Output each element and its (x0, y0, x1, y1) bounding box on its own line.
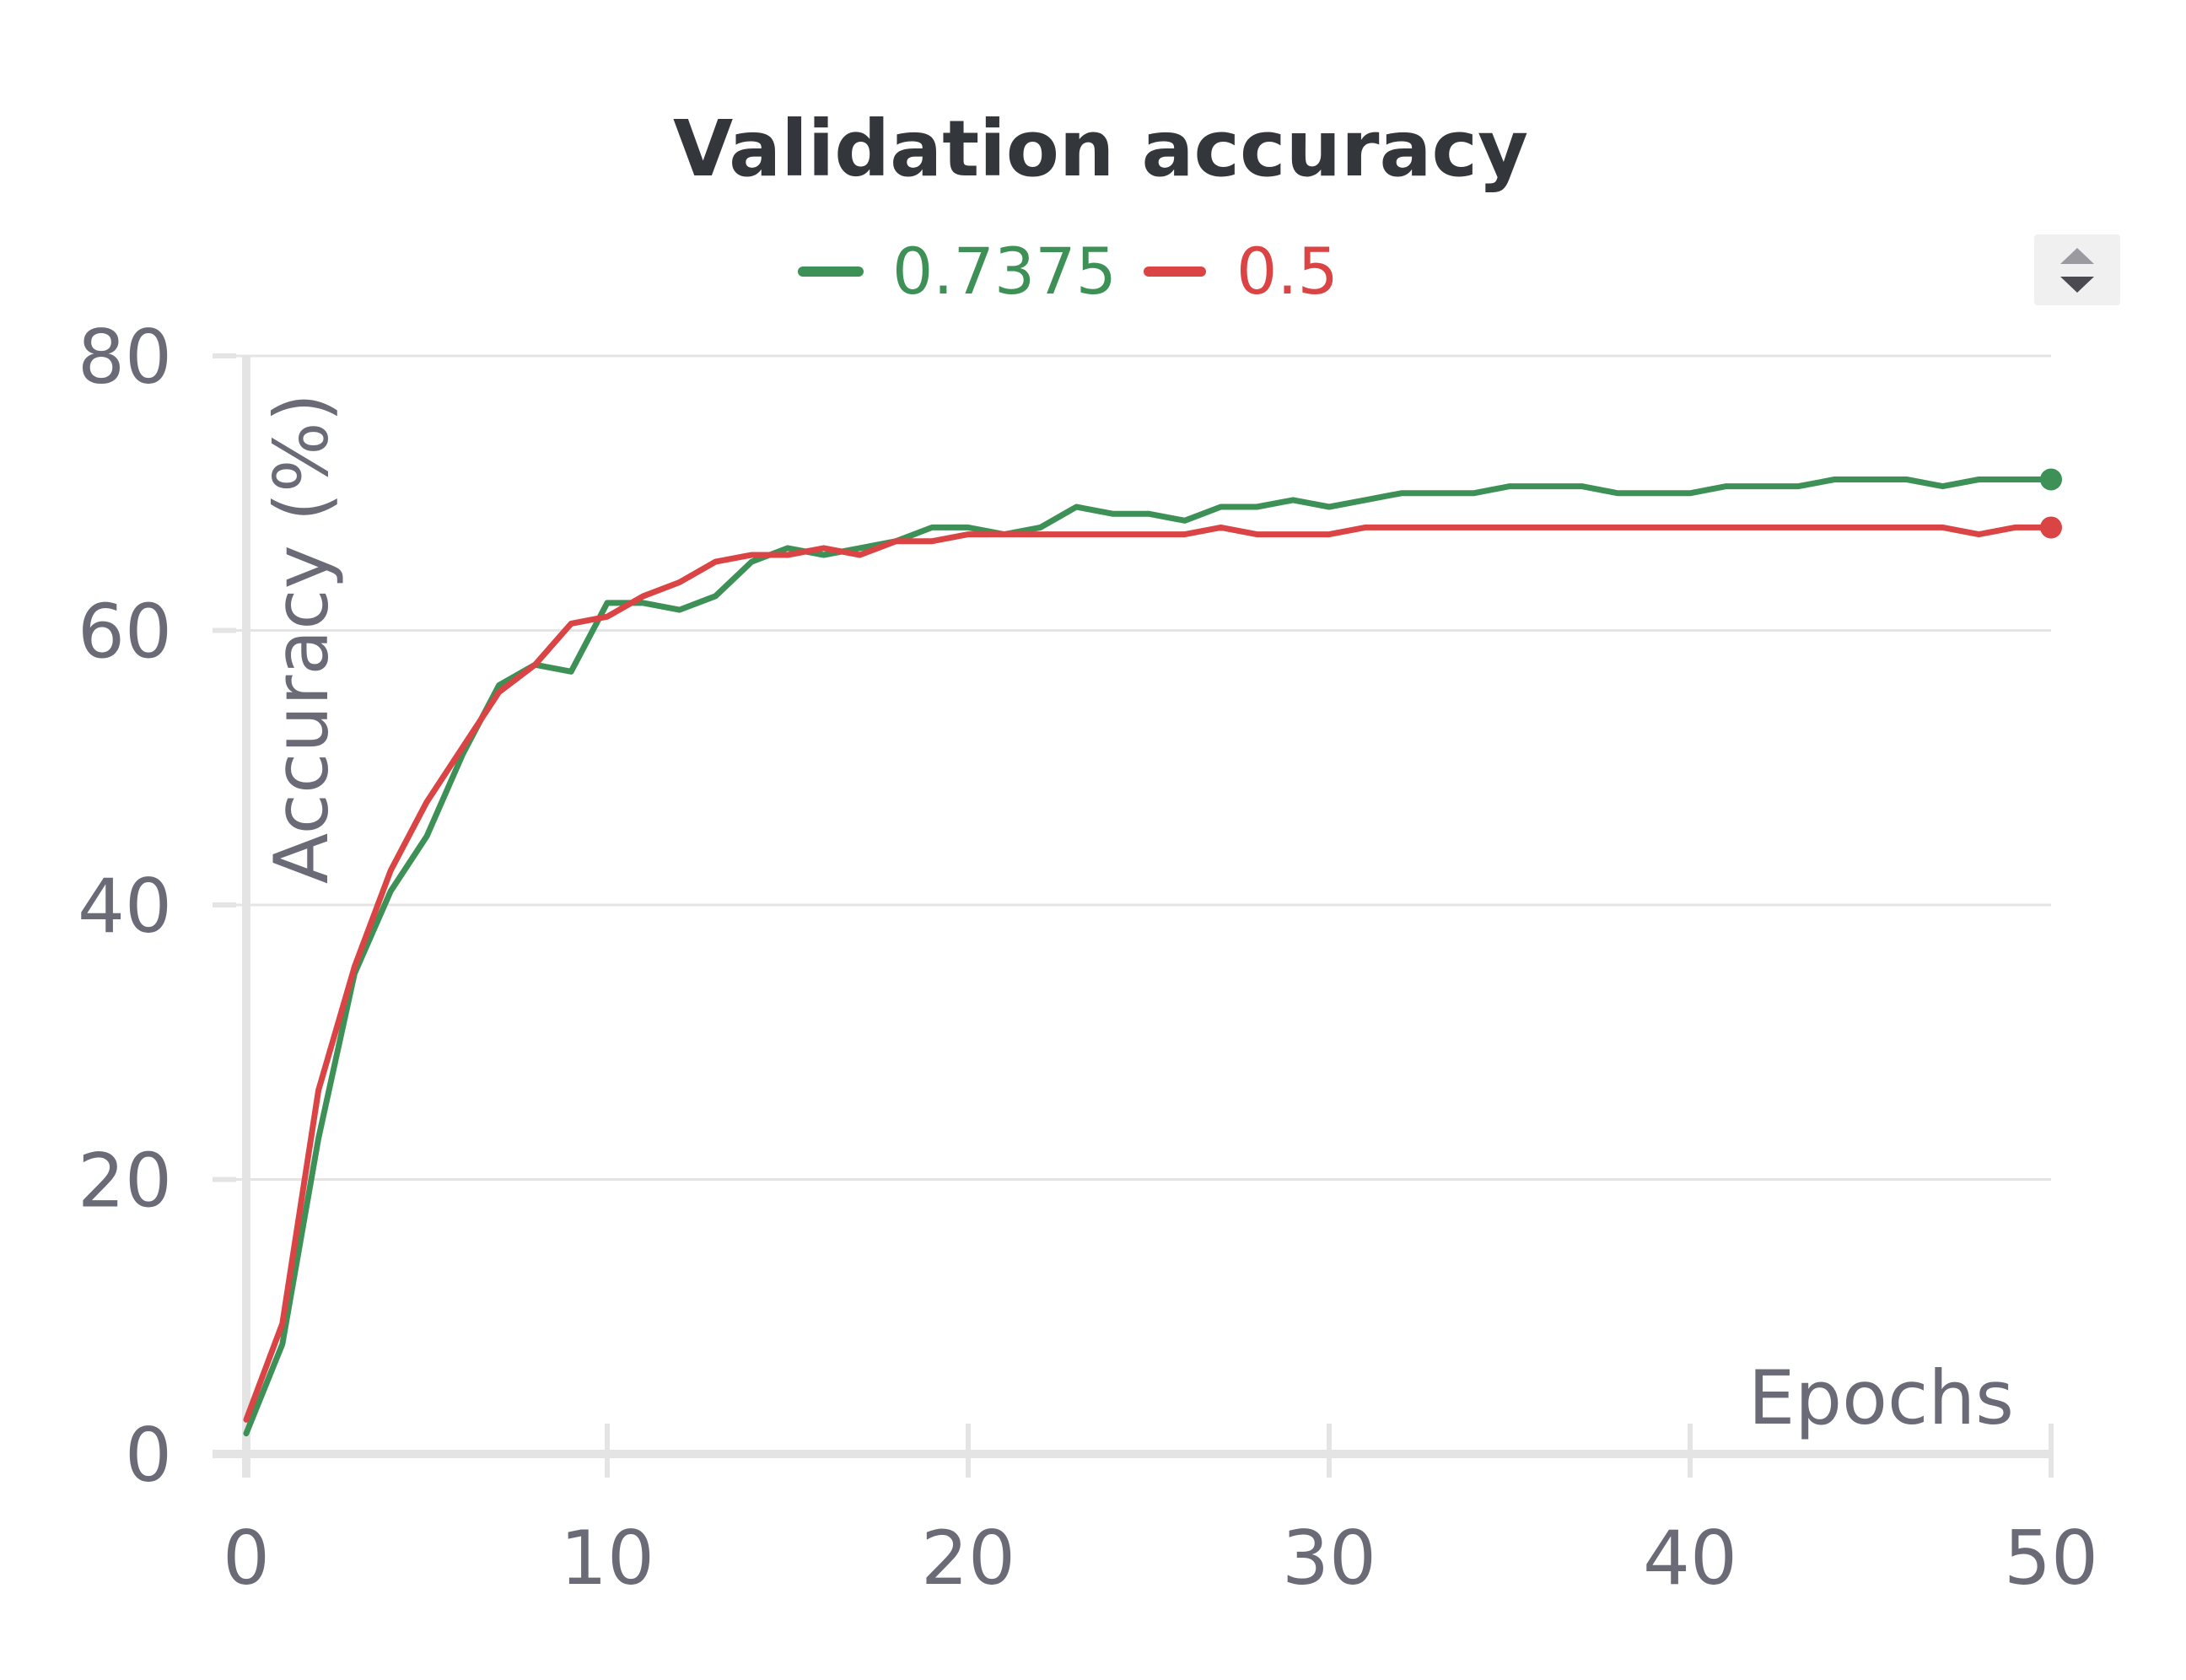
y-tick-label-40: 40 (78, 863, 172, 950)
chart-title: Validation accuracy (673, 104, 1528, 194)
x-tick-label-40: 40 (1643, 1515, 1737, 1602)
legend-sort-button-background[interactable] (2034, 234, 2120, 305)
y-tick-labels: 0 20 40 60 80 (78, 314, 172, 1499)
x-tick-label-20: 20 (921, 1515, 1015, 1602)
x-tick-label-50: 50 (2004, 1515, 2098, 1602)
legend-sort-button[interactable] (2034, 234, 2120, 305)
y-tick-label-20: 20 (78, 1138, 172, 1225)
gridlines (213, 354, 2051, 1181)
sort-up-icon[interactable] (2060, 248, 2094, 264)
y-tick-label-80: 80 (78, 314, 172, 401)
series-line-2 (243, 524, 2054, 1423)
x-tick-label-0: 0 (223, 1515, 270, 1602)
legend: 0.7375 0.5 (798, 234, 1338, 309)
sort-down-icon[interactable] (2060, 277, 2094, 293)
series-end-marker-1 (2040, 468, 2062, 491)
axes (213, 353, 2054, 1478)
legend-label-series-1[interactable]: 0.7375 (892, 234, 1117, 309)
y-tick-label-60: 60 (78, 589, 172, 676)
x-axis-label: Epochs (1748, 1354, 2014, 1441)
x-tick-label-10: 10 (560, 1515, 654, 1602)
series-end-marker-2 (2040, 516, 2062, 539)
series-lines (243, 468, 2062, 1437)
x-tick-labels: 0 10 20 30 40 50 (223, 1515, 2098, 1602)
x-tick-label-30: 30 (1282, 1515, 1376, 1602)
y-tick-label-0: 0 (125, 1412, 172, 1499)
series-line-1 (243, 477, 2054, 1437)
legend-label-series-2[interactable]: 0.5 (1236, 234, 1338, 309)
y-axis-label: Accuracy (%) (258, 393, 345, 884)
